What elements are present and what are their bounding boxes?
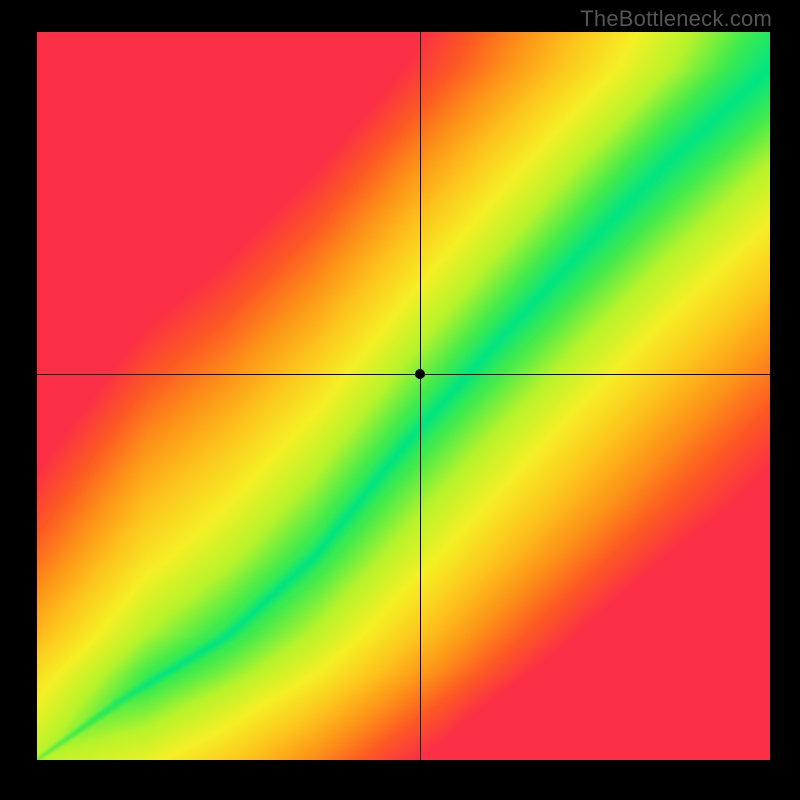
heatmap-canvas [37, 32, 770, 760]
crosshair-horizontal [37, 374, 770, 375]
crosshair-marker [415, 369, 425, 379]
plot-area [37, 32, 770, 760]
watermark-text: TheBottleneck.com [580, 6, 772, 32]
crosshair-vertical [420, 32, 421, 760]
root-container: TheBottleneck.com [0, 0, 800, 800]
